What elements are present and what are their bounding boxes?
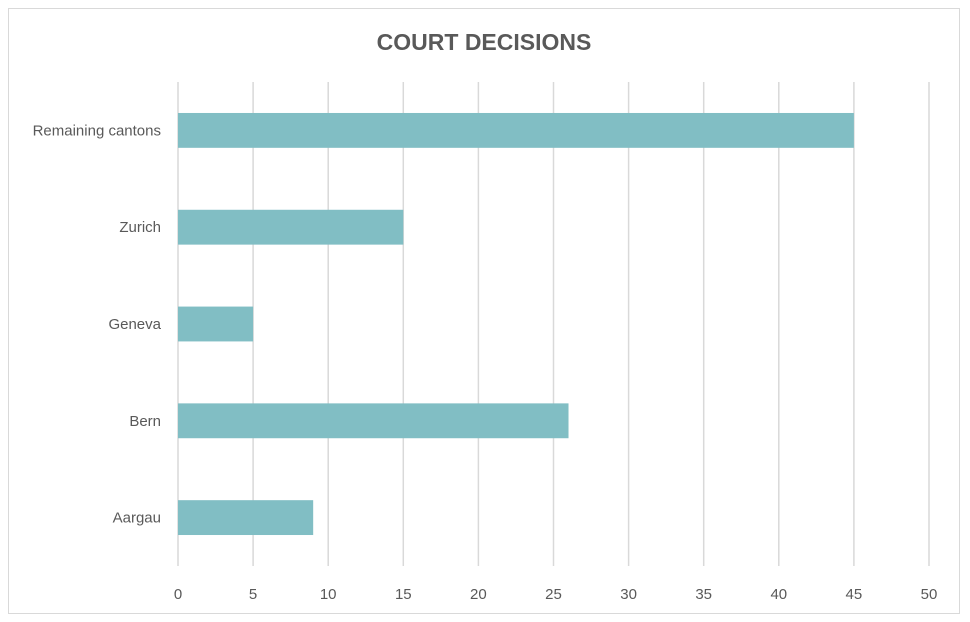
x-tick-label-25: 25 (545, 586, 562, 603)
bars (178, 113, 854, 535)
x-axis-labels: 0 5 10 15 20 25 30 35 40 45 50 (174, 586, 938, 603)
bar-aargau (178, 500, 313, 535)
chart-title: COURT DECISIONS (377, 29, 592, 55)
bar-zurich (178, 210, 403, 245)
y-axis-labels: Aargau Bern Geneva Zurich Remaining cantons (33, 122, 162, 526)
y-category-label-remaining-cantons: Remaining cantons (33, 122, 161, 139)
x-tick-label-5: 5 (249, 586, 257, 603)
bar-remaining-cantons (178, 113, 854, 148)
y-category-label-zurich: Zurich (119, 219, 161, 236)
bar-geneva (178, 307, 253, 342)
grid-lines (178, 82, 929, 566)
y-category-label-aargau: Aargau (113, 510, 161, 527)
x-tick-label-0: 0 (174, 586, 182, 603)
bar-bern (178, 403, 569, 438)
x-tick-label-10: 10 (320, 586, 337, 603)
x-tick-label-45: 45 (846, 586, 863, 603)
x-tick-label-15: 15 (395, 586, 412, 603)
x-tick-label-35: 35 (695, 586, 712, 603)
x-tick-label-40: 40 (770, 586, 787, 603)
x-tick-label-30: 30 (620, 586, 637, 603)
x-tick-label-20: 20 (470, 586, 487, 603)
x-tick-label-50: 50 (921, 586, 938, 603)
y-category-label-geneva: Geneva (108, 316, 161, 333)
y-category-label-bern: Bern (129, 413, 161, 430)
